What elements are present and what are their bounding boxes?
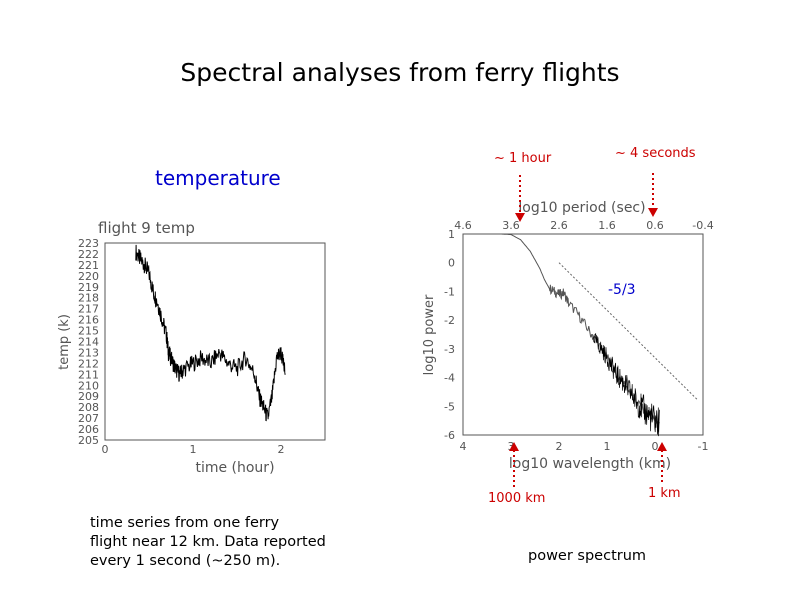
- left-y-tick-label: 216: [78, 314, 99, 327]
- left-y-tick-label: 214: [78, 336, 99, 349]
- temperature-heading: temperature: [155, 166, 281, 190]
- right-y-tick-label: -1: [444, 285, 455, 298]
- right-x-tick-label: 3: [508, 440, 515, 453]
- right-x2label: log10 period (sec): [518, 200, 645, 216]
- left-y-tick-label: 211: [78, 368, 99, 381]
- left-y-tick-label: 222: [78, 248, 99, 261]
- right-top-tick-label: 1.6: [598, 219, 616, 232]
- left-caption-line: flight near 12 km. Data reported: [90, 534, 326, 550]
- left-y-tick-label: 217: [78, 303, 99, 316]
- four-seconds-arrowhead: [648, 208, 658, 217]
- one-km-arrowhead: [657, 442, 667, 451]
- left-x-tick-label: 0: [102, 443, 109, 456]
- left-y-tick-label: 223: [78, 237, 99, 250]
- right-y-tick-label: -4: [444, 372, 455, 385]
- left-xlabel: time (hour): [195, 460, 274, 476]
- right-top-tick-label: 2.6: [550, 219, 568, 232]
- right-x-tick-label: 0: [652, 440, 659, 453]
- temperature-series-line: [135, 244, 286, 422]
- right-x-tick-label: 4: [460, 440, 467, 453]
- left-y-tick-label: 220: [78, 270, 99, 283]
- left-y-tick-label: 219: [78, 281, 99, 294]
- right-caption: power spectrum: [528, 548, 647, 564]
- right-top-tick-label: 3.6: [502, 219, 520, 232]
- four-seconds-annotation: ~ 4 seconds: [615, 146, 696, 161]
- right-x-tick-label: 1: [604, 440, 611, 453]
- right-y-tick-labels: 1 0 -1 -2 -3 -4 -5 -6: [444, 228, 455, 442]
- left-y-tick-label: 206: [78, 423, 99, 436]
- slope-annotation: -5/3: [608, 282, 636, 298]
- right-top-tick-label: 0.6: [646, 219, 664, 232]
- left-plot-frame: [104, 242, 326, 441]
- left-x-tick-label: 1: [190, 443, 197, 456]
- right-y-tick-label: -6: [444, 429, 455, 442]
- left-chart-title: flight 9 temp: [98, 219, 195, 237]
- thousand-km-annotation: 1000 km: [488, 491, 546, 506]
- one-km-annotation: 1 km: [648, 486, 681, 501]
- left-caption-line: time series from one ferry: [90, 515, 280, 531]
- right-x-tick-label: -1: [698, 440, 709, 453]
- right-top-tick-label: 4.6: [454, 219, 472, 232]
- left-y-tick-label: 209: [78, 390, 99, 403]
- right-top-tick-label: -0.4: [692, 219, 713, 232]
- right-y-tick-label: -5: [444, 400, 455, 413]
- power-spectrum-noise-band: [592, 333, 660, 437]
- right-xlabel: log10 wavelength (km): [509, 456, 671, 472]
- slide-title: Spectral analyses from ferry flights: [180, 58, 620, 87]
- right-y-tick-label: -3: [444, 343, 455, 356]
- left-y-tick-label: 205: [78, 434, 99, 447]
- power-spectrum-line: [487, 233, 660, 426]
- left-caption: time series from one ferry flight near 1…: [90, 514, 326, 571]
- left-y-tick-label: 213: [78, 346, 99, 359]
- one-hour-arrowhead: [515, 213, 525, 222]
- minus-five-thirds-slope-line: [558, 262, 699, 401]
- left-y-tick-label: 215: [78, 325, 99, 338]
- right-top-tick-labels: 4.6 3.6 2.6 1.6 0.6 -0.4: [454, 219, 713, 232]
- thousand-km-arrowhead: [509, 442, 519, 451]
- left-ylabel: temp (k): [57, 314, 72, 370]
- left-y-tick-label: 210: [78, 379, 99, 392]
- right-y-tick-label: 0: [448, 257, 455, 270]
- right-x-tick-label: 2: [556, 440, 563, 453]
- right-ylabel: log10 power: [422, 294, 437, 375]
- right-x-tick-labels: 4 3 2 1 0 -1: [460, 440, 709, 453]
- one-hour-annotation: ~ 1 hour: [494, 151, 552, 166]
- left-y-tick-label: 212: [78, 357, 99, 370]
- left-y-tick-label: 207: [78, 412, 99, 425]
- left-y-tick-labels: 2052062072082092102112122132142152162172…: [78, 237, 99, 447]
- left-y-tick-label: 218: [78, 292, 99, 305]
- left-x-tick-label: 2: [278, 443, 285, 456]
- right-y-tick-label: 1: [448, 228, 455, 241]
- right-plot-frame: [462, 233, 704, 436]
- left-y-tick-label: 208: [78, 401, 99, 414]
- right-y-tick-label: -2: [444, 314, 455, 327]
- left-caption-line: every 1 second (~250 m).: [90, 553, 281, 569]
- left-x-tick-labels: 0 1 2: [102, 443, 285, 456]
- left-y-tick-label: 221: [78, 259, 99, 272]
